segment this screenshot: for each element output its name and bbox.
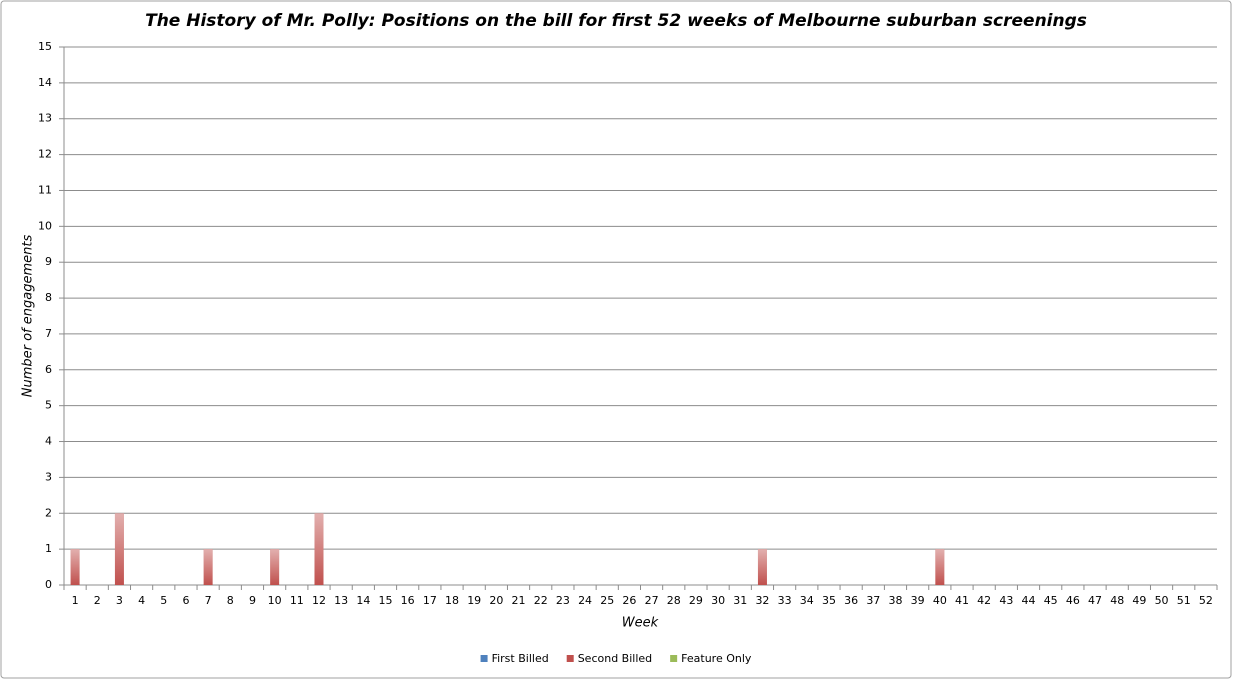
- x-tick-label: 43: [999, 594, 1013, 607]
- x-tick-label: 6: [182, 594, 189, 607]
- legend-label: First Billed: [492, 652, 549, 665]
- x-tick-label: 20: [489, 594, 503, 607]
- x-tick-label: 52: [1199, 594, 1213, 607]
- legend-swatch: [670, 655, 678, 662]
- y-tick-label: 9: [45, 255, 52, 268]
- x-tick-label: 4: [138, 594, 145, 607]
- bar-shade: [757, 549, 767, 585]
- x-tick-label: 15: [379, 594, 393, 607]
- x-tick-label: 25: [600, 594, 614, 607]
- y-tick-label: 12: [38, 148, 52, 161]
- x-tick-label: 16: [401, 594, 415, 607]
- x-tick-label: 38: [888, 594, 902, 607]
- x-axis-label: Week: [622, 616, 659, 631]
- x-tick-label: 7: [205, 594, 212, 607]
- bar-shade: [70, 549, 80, 585]
- y-tick-label: 13: [38, 112, 52, 125]
- y-axis-label: Number of engagements: [21, 235, 36, 398]
- y-tick-label: 10: [38, 219, 52, 232]
- x-tick-label: 30: [711, 594, 725, 607]
- legend-label: Second Billed: [578, 652, 652, 665]
- legend-swatch: [480, 655, 488, 662]
- x-tick-label: 31: [733, 594, 747, 607]
- x-tick-label: 17: [423, 594, 437, 607]
- x-tick-label: 14: [356, 594, 370, 607]
- x-tick-label: 24: [578, 594, 592, 607]
- y-tick-label: 8: [45, 291, 52, 304]
- x-tick-label: 22: [534, 594, 548, 607]
- y-tick-label: 5: [45, 399, 52, 412]
- y-tick-label: 3: [45, 470, 52, 483]
- bar-shade: [203, 549, 213, 585]
- legend-label: Feature Only: [681, 652, 752, 665]
- x-tick-label: 19: [467, 594, 481, 607]
- x-tick-label: 21: [512, 594, 526, 607]
- x-tick-label: 40: [933, 594, 947, 607]
- y-tick-label: 11: [38, 183, 52, 196]
- x-tick-label: 3: [116, 594, 123, 607]
- x-tick-label: 28: [667, 594, 681, 607]
- x-tick-label: 33: [778, 594, 792, 607]
- x-tick-label: 10: [268, 594, 282, 607]
- x-tick-label: 46: [1066, 594, 1080, 607]
- x-tick-label: 2: [94, 594, 101, 607]
- x-tick-label: 39: [911, 594, 925, 607]
- x-tick-label: 8: [227, 594, 234, 607]
- x-tick-label: 42: [977, 594, 991, 607]
- y-tick-label: 15: [38, 40, 52, 53]
- bar-shade: [270, 549, 280, 585]
- x-tick-label: 35: [822, 594, 836, 607]
- y-tick-label: 2: [45, 506, 52, 519]
- y-tick-label: 1: [45, 542, 52, 555]
- x-tick-label: 23: [556, 594, 570, 607]
- x-tick-label: 12: [312, 594, 326, 607]
- x-tick-label: 26: [622, 594, 636, 607]
- x-tick-label: 51: [1177, 594, 1191, 607]
- x-tick-label: 18: [445, 594, 459, 607]
- y-tick-label: 0: [45, 578, 52, 591]
- x-tick-label: 11: [290, 594, 304, 607]
- x-tick-label: 49: [1132, 594, 1146, 607]
- x-tick-label: 34: [800, 594, 814, 607]
- x-tick-label: 36: [844, 594, 858, 607]
- y-tick-label: 4: [45, 435, 52, 448]
- y-tick-label: 6: [45, 363, 52, 376]
- x-tick-label: 41: [955, 594, 969, 607]
- x-tick-label: 5: [160, 594, 167, 607]
- y-tick-label: 7: [45, 327, 52, 340]
- x-tick-label: 1: [72, 594, 79, 607]
- x-tick-label: 27: [645, 594, 659, 607]
- x-tick-label: 37: [866, 594, 880, 607]
- x-tick-label: 48: [1110, 594, 1124, 607]
- x-tick-label: 13: [334, 594, 348, 607]
- x-tick-label: 47: [1088, 594, 1102, 607]
- x-tick-label: 44: [1022, 594, 1036, 607]
- bar-shade: [114, 513, 124, 585]
- bar-shade: [935, 549, 945, 585]
- legend-swatch: [566, 655, 574, 662]
- x-tick-label: 45: [1044, 594, 1058, 607]
- x-tick-label: 29: [689, 594, 703, 607]
- x-tick-label: 50: [1155, 594, 1169, 607]
- x-tick-label: 32: [755, 594, 769, 607]
- x-tick-label: 9: [249, 594, 256, 607]
- chart-title: The History of Mr. Polly: Positions on t…: [145, 11, 1087, 31]
- y-tick-label: 14: [38, 76, 52, 89]
- bar-shade: [314, 513, 324, 585]
